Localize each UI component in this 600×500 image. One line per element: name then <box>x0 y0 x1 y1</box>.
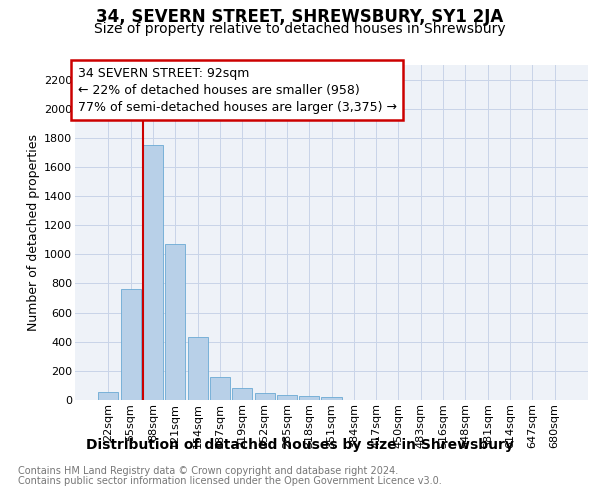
Bar <box>143 145 163 400</box>
Text: 34, SEVERN STREET, SHREWSBURY, SY1 2JA: 34, SEVERN STREET, SHREWSBURY, SY1 2JA <box>97 8 503 26</box>
Bar <box>232 388 252 400</box>
Bar <box>188 338 208 400</box>
Bar <box>254 394 275 400</box>
Text: Contains public sector information licensed under the Open Government Licence v3: Contains public sector information licen… <box>18 476 442 486</box>
Bar <box>299 396 319 400</box>
Text: 34 SEVERN STREET: 92sqm
← 22% of detached houses are smaller (958)
77% of semi-d: 34 SEVERN STREET: 92sqm ← 22% of detache… <box>77 66 397 114</box>
Bar <box>322 397 341 400</box>
Bar <box>121 290 141 400</box>
Bar <box>210 378 230 400</box>
Y-axis label: Number of detached properties: Number of detached properties <box>27 134 40 331</box>
Bar <box>277 395 297 400</box>
Bar <box>165 244 185 400</box>
Text: Distribution of detached houses by size in Shrewsbury: Distribution of detached houses by size … <box>86 438 514 452</box>
Text: Contains HM Land Registry data © Crown copyright and database right 2024.: Contains HM Land Registry data © Crown c… <box>18 466 398 476</box>
Bar <box>98 392 118 400</box>
Text: Size of property relative to detached houses in Shrewsbury: Size of property relative to detached ho… <box>94 22 506 36</box>
